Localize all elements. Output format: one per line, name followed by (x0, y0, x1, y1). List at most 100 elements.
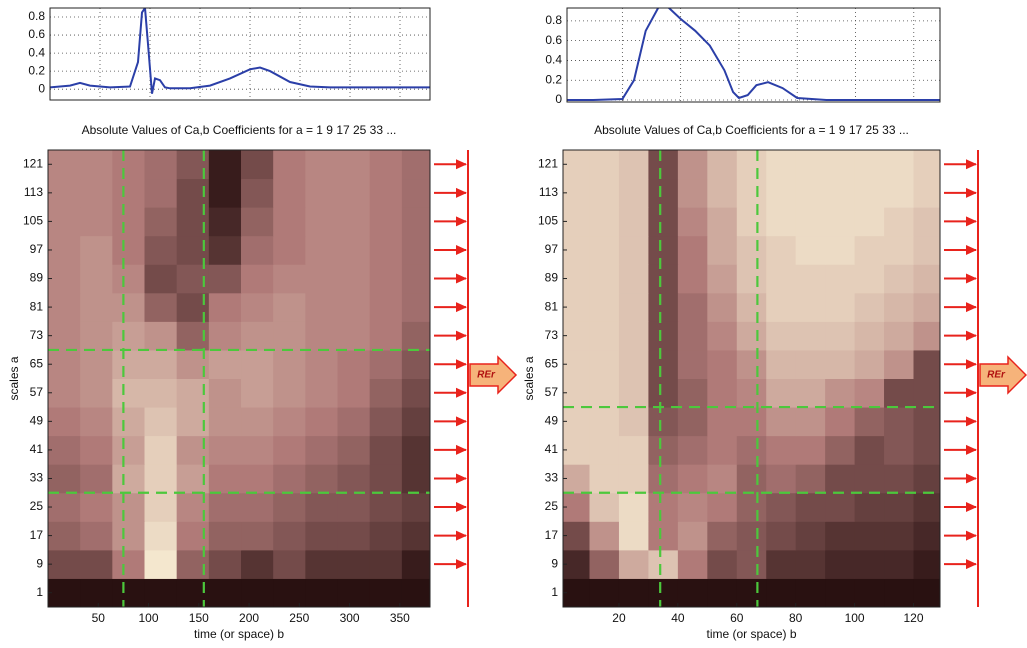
heatmap-cell (736, 549, 767, 579)
heatmap-cell (707, 492, 738, 522)
heatmap-cell (48, 292, 81, 322)
x-tick-label: 300 (340, 611, 360, 625)
heatmap-cell (736, 407, 767, 437)
y-tick-label: 17 (545, 528, 559, 542)
heatmap-cell (401, 349, 430, 379)
heatmap-cell (80, 349, 113, 379)
heatmap-cell (825, 578, 856, 607)
heatmap-cell (589, 435, 620, 465)
heatmap-cell (589, 378, 620, 408)
heatmap-cell (648, 150, 679, 180)
y-tick-label: 57 (545, 385, 559, 399)
heatmap-cell (884, 435, 914, 465)
heatmap-cell (401, 321, 430, 351)
heatmap-cell (48, 321, 81, 351)
heatmap-cell (736, 521, 767, 551)
heatmap-cell (618, 235, 649, 265)
heatmap-cell (795, 321, 826, 351)
heatmap-cell (589, 292, 620, 322)
heatmap-cell (273, 150, 306, 180)
heatmap-cell (825, 435, 856, 465)
heatmap-cell (913, 521, 940, 551)
heatmap-cell (766, 150, 797, 180)
heatmap-cell (648, 321, 679, 351)
heatmap-cell (305, 492, 339, 522)
y-tick-label: 0.4 (545, 53, 562, 67)
heatmap-cell (273, 549, 306, 579)
heatmap-cell (241, 349, 274, 379)
plot-frame (49, 7, 431, 101)
heatmap-cell (112, 464, 146, 494)
heatmap-cell (677, 292, 708, 322)
heatmap-cell (795, 578, 826, 607)
heatmap-cell (913, 264, 940, 294)
y-tick-label: 105 (538, 214, 558, 228)
heatmap-cell (337, 264, 371, 294)
heatmap-cell (337, 492, 371, 522)
heatmap-cell (273, 292, 306, 322)
heatmap-cell (707, 464, 738, 494)
arrow-head (966, 330, 977, 341)
heatmap-cell (589, 464, 620, 494)
heatmap-cell (884, 321, 914, 351)
heatmap-cell (766, 292, 797, 322)
heatmap-cell (795, 549, 826, 579)
heatmap-cell (677, 150, 708, 180)
heatmap-cell (80, 549, 113, 579)
heatmap-cell (884, 150, 914, 180)
heatmap-cell (736, 492, 767, 522)
heatmap-cell (337, 521, 371, 551)
heatmap-cell (241, 207, 274, 237)
heatmap-cell (369, 549, 403, 579)
heatmap-cell (825, 407, 856, 437)
heatmap-cell (707, 578, 738, 607)
heatmap-cell (825, 349, 856, 379)
y-tick-label: 73 (30, 328, 44, 342)
heatmap-cell (766, 492, 797, 522)
heatmap-cell (80, 464, 113, 494)
y-axis-label: scales a (522, 356, 536, 400)
heatmap-cell (677, 264, 708, 294)
heatmap-cell (618, 492, 649, 522)
heatmap-cell (854, 207, 885, 237)
arrow-label: REr (477, 370, 496, 381)
heatmap-cell (273, 492, 306, 522)
heatmap-cell (112, 150, 146, 180)
heatmap-cell (369, 378, 403, 408)
heatmap-cell (736, 264, 767, 294)
heatmap-cell (273, 207, 306, 237)
heatmap-cell (273, 464, 306, 494)
heatmap-cell (208, 292, 242, 322)
x-tick-label: 40 (671, 611, 685, 625)
heatmap-cell (80, 435, 113, 465)
heatmap-cell (618, 435, 649, 465)
y-tick-label: 25 (30, 499, 44, 513)
heatmap-cell (305, 178, 339, 208)
heatmap-cell (241, 378, 274, 408)
y-tick-label: 97 (30, 242, 44, 256)
y-tick-label: 81 (545, 299, 559, 313)
heatmap-cell (707, 150, 738, 180)
plot-frame (47, 149, 431, 608)
heatmap-cell (618, 521, 649, 551)
heatmap-cell (854, 235, 885, 265)
heatmap-cell (707, 407, 738, 437)
heatmap-cell (369, 407, 403, 437)
arrow-head (456, 387, 467, 398)
heatmap-cell (913, 549, 940, 579)
heatmap-cell (854, 464, 885, 494)
heatmap-cell (563, 264, 591, 294)
heatmap-cell (48, 264, 81, 294)
plot-frame (562, 149, 941, 608)
heatmap-cell (369, 178, 403, 208)
arrow-head (456, 302, 467, 313)
heatmap-cell (144, 435, 178, 465)
heatmap-cell (48, 150, 81, 180)
heatmap-cell (677, 464, 708, 494)
arrow-head (456, 444, 467, 455)
arrow-head (456, 473, 467, 484)
heatmap-cell (337, 150, 371, 180)
big-arrow (469, 355, 518, 395)
y-tick-label: 0 (38, 81, 45, 95)
plot-frame (566, 7, 941, 103)
